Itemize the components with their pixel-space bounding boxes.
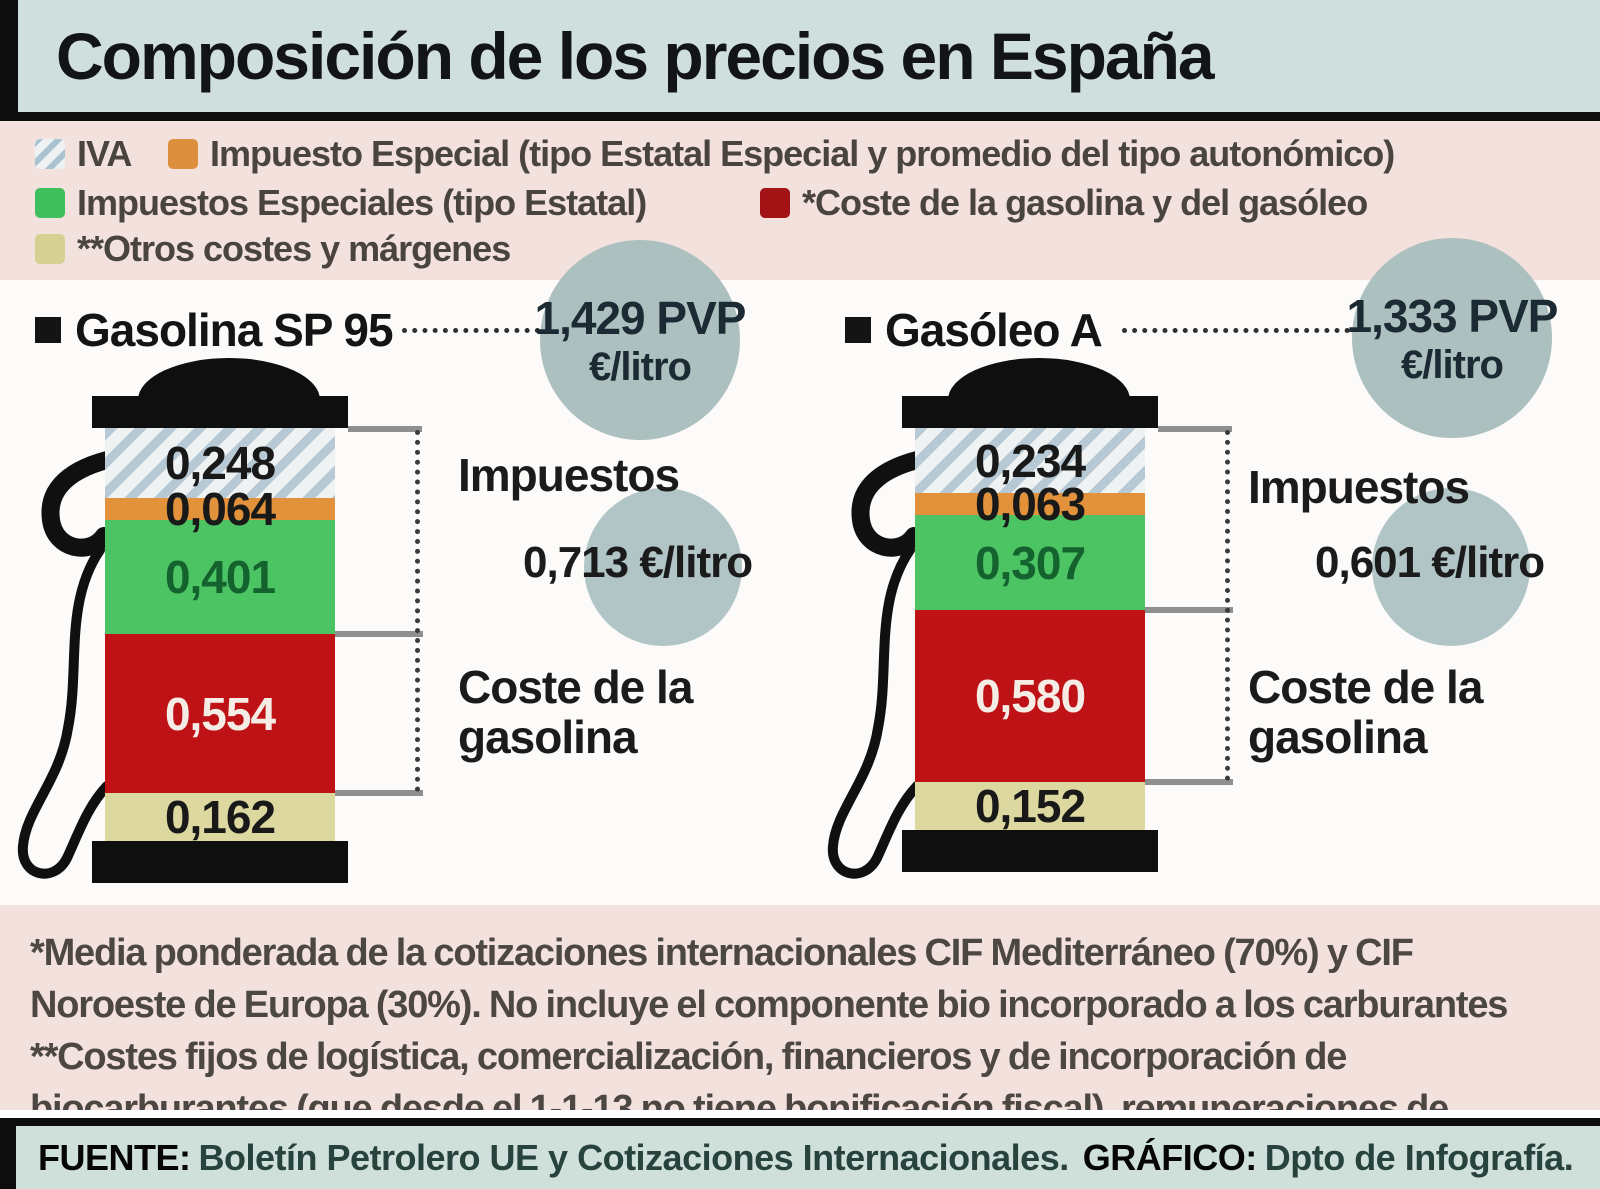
cost-label-gasoleo: Coste de la gasolina	[1248, 661, 1483, 763]
legend-label-coste: *Coste de la gasolina y del gasóleo	[802, 182, 1368, 223]
legend-label-impuesto-especial: Impuesto Especial (tipo Estatal Especial…	[210, 133, 1395, 174]
impuestos-especiales-swatch-icon	[35, 188, 65, 218]
pump-name-gasolina: Gasolina SP 95	[75, 304, 394, 356]
segment-value-impuestos-especiales: 0,401	[164, 551, 276, 603]
segment-value-impuesto-especial: 0,064	[164, 483, 276, 535]
credit-text: Dpto de Infografía.	[1264, 1136, 1574, 1178]
bracket-dotted-line	[415, 430, 420, 792]
segment-coste: 0,580	[915, 610, 1145, 782]
pvp-value-gasolina: 1,429 PVP	[534, 291, 747, 344]
title-bar: Composición de los precios en España	[0, 0, 1600, 112]
taxes-badge-circle	[1372, 488, 1530, 646]
dotted-leader-line	[1122, 328, 1360, 333]
segment-value-impuestos-especiales: 0,307	[974, 536, 1086, 589]
footnote-1: *Media ponderada de la cotizaciones inte…	[30, 932, 1508, 1026]
taxes-badge-circle	[584, 488, 742, 646]
pump-cap-dome	[948, 358, 1130, 400]
legend-item-impuesto-especial: Impuesto Especial (tipo Estatal Especial…	[168, 133, 1395, 174]
pump-cap-dome	[138, 358, 320, 400]
segment-value-coste: 0,554	[164, 687, 276, 740]
cost-label-gasolina: Coste de la gasolina	[458, 661, 693, 763]
segment-value-otros: 0,152	[974, 780, 1086, 832]
segment-otros: 0,152	[915, 780, 1145, 832]
pvp-badge-gasolina: 1,429 PVP €/litro	[535, 240, 746, 440]
bracket-line-mid	[1145, 607, 1233, 613]
pump-pedestal	[902, 830, 1158, 872]
segment-value-impuesto-especial: 0,063	[974, 478, 1086, 530]
segment-otros: 0,162	[105, 791, 335, 843]
footnotes: *Media ponderada de la cotizaciones inte…	[0, 905, 1600, 1182]
bracket-dotted-line	[1225, 430, 1230, 781]
bracket-line-top	[1158, 426, 1232, 432]
bracket-line-top	[348, 426, 422, 432]
segment-impuesto-especial: 0,064	[105, 483, 335, 535]
pvp-unit-gasoleo: €/litro	[1401, 342, 1504, 387]
segment-value-iva: 0,234	[974, 434, 1086, 487]
pump-title-gasoleo: Gasóleo A	[845, 303, 1103, 357]
taxes-title-gasoleo: Impuestos	[1248, 461, 1470, 513]
pump-title-gasolina: Gasolina SP 95	[35, 303, 394, 357]
title-divider	[0, 112, 1600, 121]
pump-cap-base	[92, 396, 348, 428]
taxes-value-gasoleo: 0,601 €/litro	[1315, 538, 1545, 587]
source-text: Boletín Petrolero UE y Cotizaciones Inte…	[198, 1136, 1070, 1178]
square-bullet-icon	[35, 317, 61, 343]
chart-area: Gasolina SP 95 1,429 PVP €/litro 0,248 0…	[0, 238, 1600, 905]
bracket-line-mid	[335, 631, 423, 637]
legend-item-otros: **Otros costes y márgenes	[35, 228, 511, 269]
legend-label-otros: **Otros costes y márgenes	[77, 228, 511, 269]
stacked-bar-gasoleo: 0,234 0,063 0,307 0,580 0,152	[915, 428, 1145, 832]
bracket-line-bottom	[1145, 779, 1233, 785]
cost-label-line2: gasolina	[1248, 711, 1428, 763]
otros-swatch-icon	[35, 234, 65, 264]
segment-coste: 0,554	[105, 634, 335, 793]
legend: IVA Impuesto Especial (tipo Estatal Espe…	[0, 121, 1600, 280]
segment-iva: 0,234	[915, 428, 1145, 493]
segment-impuesto-especial: 0,063	[915, 478, 1145, 530]
pump-nozzle-icon	[17, 447, 135, 879]
credit-label: GRÁFICO:	[1082, 1136, 1257, 1178]
segment-value-iva: 0,248	[164, 437, 276, 489]
source-divider-gap	[0, 1110, 1600, 1118]
source-label: FUENTE:	[38, 1136, 191, 1178]
square-bullet-icon	[845, 317, 871, 343]
pvp-value-gasoleo: 1,333 PVP	[1346, 289, 1559, 342]
iva-swatch-icon	[35, 139, 65, 169]
legend-item-iva: IVA	[35, 133, 132, 174]
pump-name-gasoleo: Gasóleo A	[885, 304, 1103, 356]
cost-label-line1: Coste de la	[1248, 661, 1483, 713]
legend-item-impuestos-especiales: Impuestos Especiales (tipo Estatal)	[35, 182, 647, 223]
taxes-value-gasolina: 0,713 €/litro	[523, 538, 753, 587]
segment-impuestos-especiales: 0,307	[915, 515, 1145, 610]
impuesto-especial-swatch-icon	[168, 139, 198, 169]
legend-label-impuestos-especiales: Impuestos Especiales (tipo Estatal)	[77, 182, 647, 223]
segment-impuestos-especiales: 0,401	[105, 520, 335, 634]
legend-label-iva: IVA	[77, 133, 132, 174]
source-bar: FUENTE: Boletín Petrolero UE y Cotizacio…	[0, 1118, 1600, 1189]
page-title: Composición de los precios en España	[56, 19, 1215, 93]
pvp-badge-gasoleo: 1,333 PVP €/litro	[1347, 238, 1558, 438]
segment-value-otros: 0,162	[164, 791, 276, 843]
legend-item-coste: *Coste de la gasolina y del gasóleo	[760, 182, 1368, 223]
pump-cap-base	[902, 396, 1158, 428]
pump-nozzle-icon	[827, 447, 945, 879]
pvp-unit-gasolina: €/litro	[589, 344, 692, 389]
coste-swatch-icon	[760, 188, 790, 218]
dotted-leader-line	[402, 328, 540, 333]
segment-iva: 0,248	[105, 428, 335, 498]
bracket-line-bottom	[335, 790, 423, 796]
cost-label-line2: gasolina	[458, 711, 638, 763]
segment-value-coste: 0,580	[974, 670, 1086, 722]
footnote-2: **Costes fijos de logística, comercializ…	[30, 1036, 1449, 1182]
cost-label-line1: Coste de la	[458, 661, 693, 713]
stacked-bar-gasolina: 0,248 0,064 0,401 0,554 0,162	[105, 428, 335, 843]
pump-pedestal	[92, 841, 348, 883]
taxes-title-gasolina: Impuestos	[458, 449, 680, 501]
